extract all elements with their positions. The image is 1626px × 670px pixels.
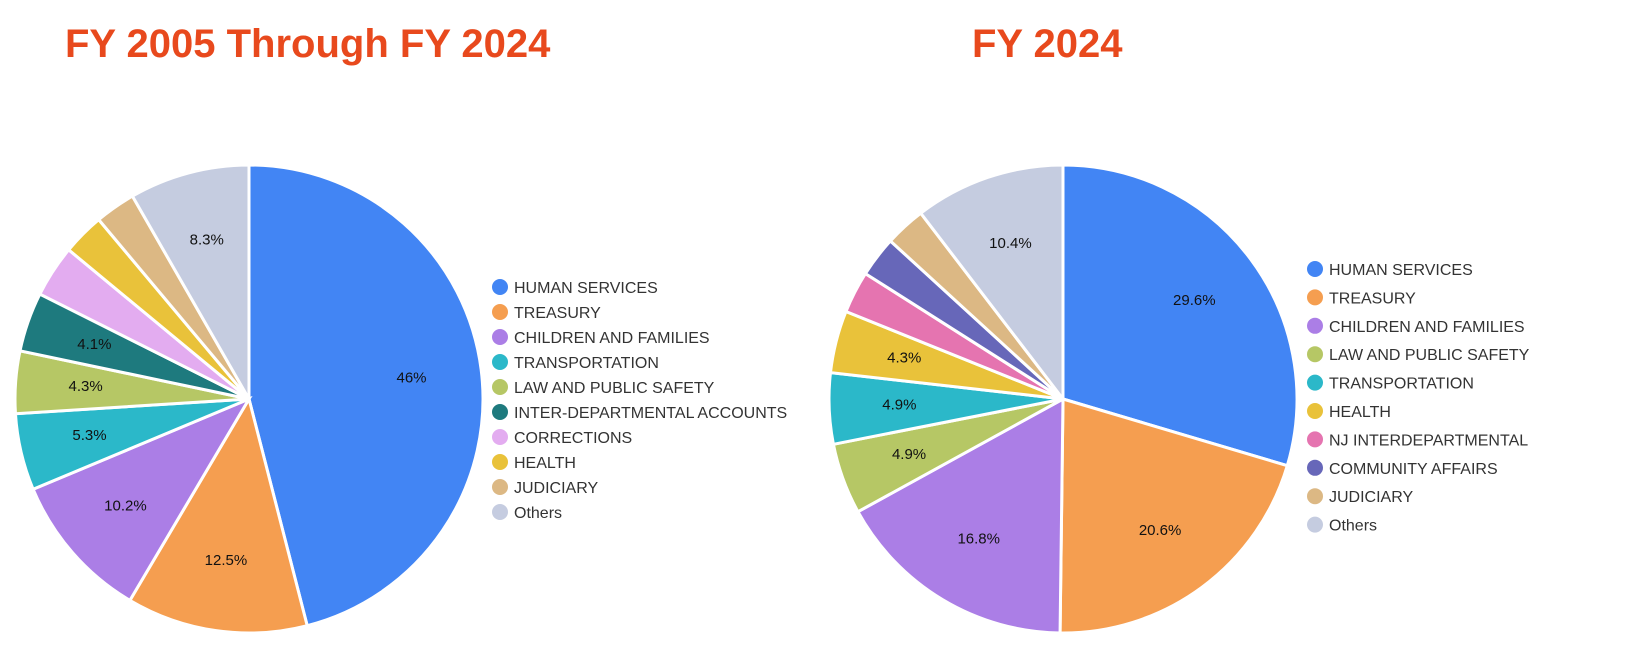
legend-swatch (492, 504, 508, 520)
legend-label: CHILDREN AND FAMILIES (514, 330, 710, 347)
legend-label: LAW AND PUBLIC SAFETY (514, 380, 715, 397)
legend-label: COMMUNITY AFFAIRS (1329, 461, 1498, 478)
legend-label: INTER-DEPARTMENTAL ACCOUNTS (514, 405, 787, 422)
legend-label: Others (1329, 518, 1377, 535)
pie-slice[interactable] (130, 163, 251, 405)
legend-swatch (1307, 346, 1323, 363)
legend-swatch (492, 304, 508, 320)
slice-label: 4.3% (69, 378, 103, 395)
slice-label: 29.6% (1173, 292, 1216, 309)
legend-swatch (1307, 374, 1323, 391)
slice-label: 4.1% (77, 336, 111, 353)
slice-label: 20.6% (1139, 522, 1182, 539)
legend-label: Others (514, 505, 562, 522)
legend-swatch (492, 404, 508, 420)
legend-label: TREASURY (514, 305, 601, 322)
legend-label: HEALTH (514, 455, 576, 472)
slice-label: 8.3% (190, 232, 224, 249)
legend-swatch (492, 329, 508, 345)
slice-label: 4.9% (892, 446, 926, 463)
legend-swatch (1307, 403, 1323, 419)
legend-label: HUMAN SERVICES (514, 280, 658, 297)
chart-title-fy2024: FY 2024 (972, 22, 1123, 66)
legend-label: HUMAN SERVICES (1329, 262, 1473, 279)
legend-label: LAW AND PUBLIC SAFETY (1329, 347, 1530, 364)
chart-title-all-years: FY 2005 Through FY 2024 (65, 22, 551, 66)
slice-label: 46% (396, 369, 426, 386)
slice-label: 10.2% (104, 498, 147, 515)
slice-label: 16.8% (957, 530, 1000, 547)
slice-label: 12.5% (205, 552, 248, 569)
legend-swatch (1307, 431, 1323, 448)
pie-slice[interactable] (127, 395, 310, 635)
pie-slice[interactable] (918, 163, 1065, 404)
legend-swatch (492, 354, 508, 370)
legend-swatch (492, 379, 508, 395)
legend-label: TRANSPORTATION (514, 355, 659, 372)
legend-swatch (492, 479, 508, 495)
pie-slice[interactable] (1058, 396, 1290, 635)
legend-label: CORRECTIONS (514, 430, 632, 447)
pie-slice[interactable] (247, 163, 485, 628)
legend-label: TRANSPORTATION (1329, 376, 1474, 393)
pie-slice[interactable] (1061, 163, 1299, 468)
pie-slice[interactable] (31, 395, 253, 603)
pie-chart-0: 46% HUMAN SERVICES 12.5% TREASURY 10.2% CHILD… (13, 163, 787, 635)
legend-swatch (1307, 261, 1323, 277)
legend-label: NJ INTERDEPARTMENTAL (1329, 432, 1528, 449)
slice-label: 4.3% (887, 350, 921, 367)
legend-swatch (1307, 459, 1323, 476)
legend-swatch (1307, 516, 1323, 533)
legend-swatch (492, 454, 508, 470)
pie-slice[interactable] (855, 396, 1065, 635)
legend-label: TREASURY (1329, 290, 1416, 307)
pie-chart-1: 29.6% HUMAN SERVICES 20.6% TREASURY 16.8% CHI… (827, 163, 1530, 635)
legend-swatch (1307, 289, 1323, 306)
slice-label: 4.9% (882, 397, 916, 414)
legend-label: CHILDREN AND FAMILIES (1329, 319, 1525, 336)
legend-label: JUDICIARY (1329, 489, 1413, 506)
legend-swatch (1307, 488, 1323, 505)
legend-swatch (492, 279, 508, 295)
slice-label: 5.3% (72, 427, 106, 444)
slice-label: 10.4% (989, 235, 1032, 252)
legend-swatch (492, 429, 508, 445)
legend-swatch (1307, 317, 1323, 334)
legend-label: JUDICIARY (514, 480, 598, 497)
legend-label: HEALTH (1329, 404, 1391, 421)
